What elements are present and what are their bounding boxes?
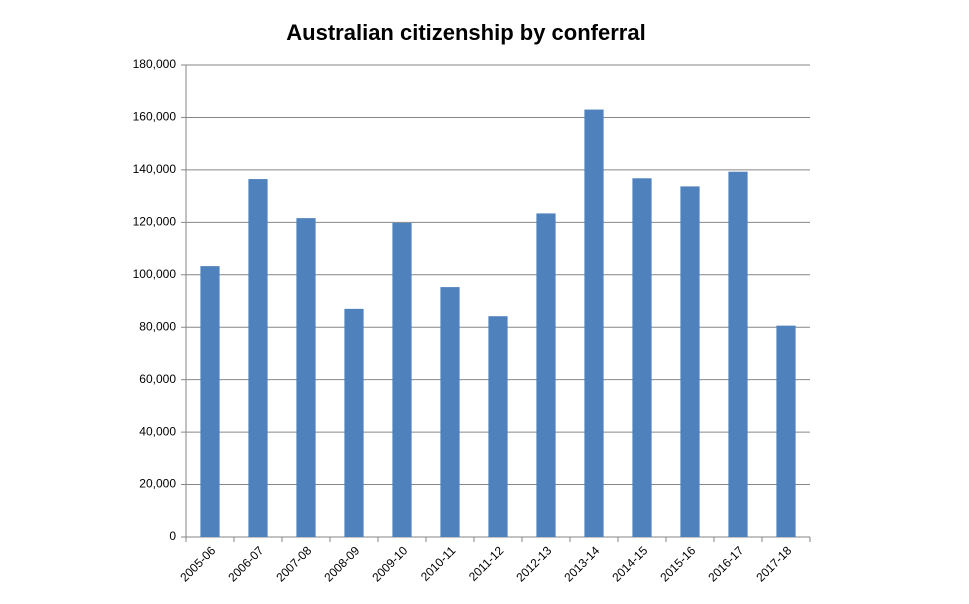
bar [536, 213, 556, 537]
y-tick-label: 80,000 [139, 319, 176, 333]
x-tick-label: 2013-14 [561, 543, 602, 584]
bar [776, 325, 796, 537]
bar [728, 171, 748, 538]
bar [200, 266, 220, 537]
x-tick-label: 2015-16 [657, 543, 698, 584]
bar [440, 287, 460, 537]
bar [680, 186, 700, 538]
x-tick-label: 2014-15 [609, 543, 650, 584]
bar [344, 308, 364, 537]
bar [488, 316, 508, 537]
x-tick-label: 2016-17 [705, 543, 746, 584]
x-tick-label: 2010-11 [418, 543, 459, 584]
x-tick-label: 2005-06 [177, 543, 218, 584]
x-tick-label: 2009-10 [369, 543, 410, 584]
y-tick-label: 40,000 [139, 424, 176, 438]
y-tick-label: 60,000 [139, 372, 176, 386]
y-tick-label: 0 [169, 529, 176, 543]
y-tick-label: 20,000 [139, 477, 176, 491]
y-tick-label: 140,000 [133, 162, 177, 176]
x-tick-label: 2007-08 [273, 543, 314, 584]
x-tick-label: 2017-18 [753, 543, 794, 584]
x-tick-label: 2006-07 [225, 543, 266, 584]
x-tick-label: 2011-12 [466, 543, 507, 584]
y-tick-label: 120,000 [133, 215, 177, 229]
bar [392, 222, 412, 537]
y-tick-label: 180,000 [133, 57, 177, 71]
bar [584, 109, 604, 538]
y-tick-label: 160,000 [133, 110, 177, 124]
x-tick-label: 2012-13 [513, 543, 554, 584]
x-tick-label: 2008-09 [321, 543, 362, 584]
bar [248, 179, 268, 538]
y-tick-label: 100,000 [133, 267, 177, 281]
bar [632, 178, 652, 537]
bar [296, 218, 316, 538]
chart-title: Australian citizenship by conferral [286, 20, 645, 45]
